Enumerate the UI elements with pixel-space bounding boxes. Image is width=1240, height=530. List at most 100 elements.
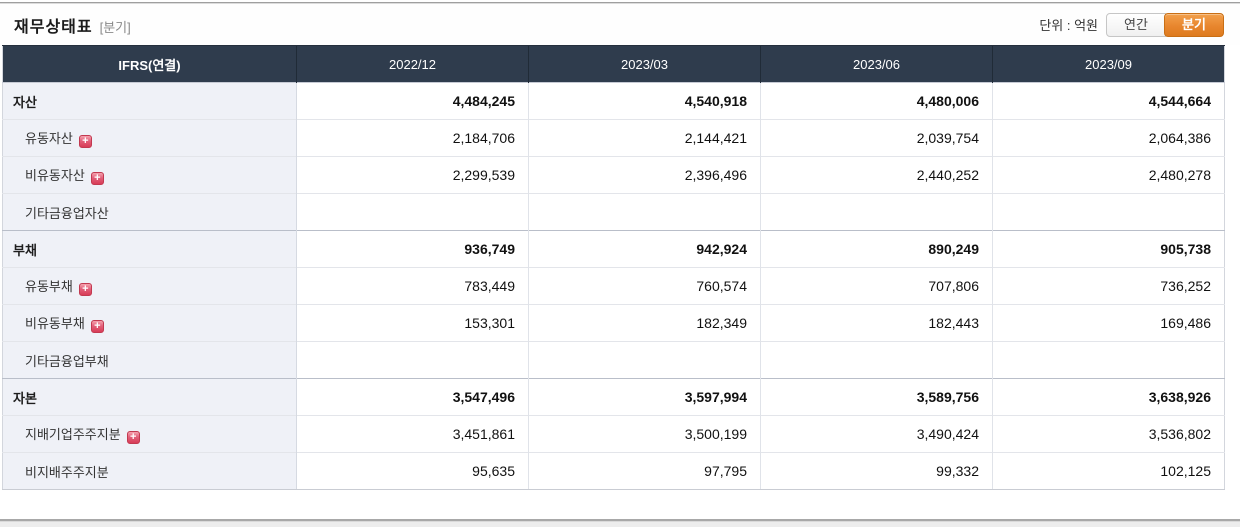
expand-plus-icon[interactable]: + <box>78 135 92 148</box>
financial-statement-table: IFRS(연결) 2022/12 2023/03 2023/06 2023/09 자산 4… <box>2 45 1225 490</box>
period-toggle-group: 연간 분기 <box>1106 12 1224 37</box>
value-cell: 182,443 <box>760 304 993 342</box>
column-header-period: 2023/09 <box>992 45 1225 83</box>
value-cell: 2,184,706 <box>296 119 529 157</box>
column-header-period: 2022/12 <box>296 45 529 83</box>
row-label: 유동자산 <box>25 131 73 146</box>
row-label-cell: 자본 <box>2 378 297 416</box>
row-label-cell: 자산 <box>2 82 297 120</box>
value-cell: 736,252 <box>992 267 1225 305</box>
bottom-strip <box>0 521 1240 527</box>
page-subtitle: [분기] <box>99 19 131 35</box>
row-label: 기타금융업부채 <box>25 353 109 369</box>
table-row: 유동자산 +2,184,706 2,144,421 2,039,754 2,064,38… <box>2 119 1225 157</box>
row-label-cell: 유동부채 + <box>2 267 297 305</box>
value-cell: 3,536,802 <box>992 415 1225 453</box>
value-cell <box>528 193 761 231</box>
row-label: 자산 <box>13 94 37 110</box>
value-cell: 3,638,926 <box>992 378 1225 416</box>
value-cell <box>528 341 761 379</box>
row-label-cell: 비유동부채 + <box>2 304 297 342</box>
table-row: 유동부채 +783,449 760,574 707,806 736,252 <box>2 267 1225 305</box>
value-cell: 3,589,756 <box>760 378 993 416</box>
table-row: 기타금융업부채 <box>2 341 1225 379</box>
table-row: 자산 4,484,245 4,540,918 4,480,006 4,544,664 <box>2 82 1225 120</box>
value-cell: 3,490,424 <box>760 415 993 453</box>
row-label: 지배기업주주지분 <box>25 427 121 442</box>
value-cell <box>296 341 529 379</box>
value-cell: 102,125 <box>992 452 1225 490</box>
annual-toggle-button[interactable]: 연간 <box>1106 12 1166 37</box>
value-cell: 4,544,664 <box>992 82 1225 120</box>
column-header-ifrs: IFRS(연결) <box>2 45 297 83</box>
row-label-cell: 비유동자산 + <box>2 156 297 194</box>
value-cell: 2,299,539 <box>296 156 529 194</box>
column-header-period: 2023/03 <box>528 45 761 83</box>
value-cell: 97,795 <box>528 452 761 490</box>
value-cell: 169,486 <box>992 304 1225 342</box>
value-cell: 4,540,918 <box>528 82 761 120</box>
value-cell <box>296 193 529 231</box>
table-row: 비유동자산 +2,299,539 2,396,496 2,440,252 2,480,2… <box>2 156 1225 194</box>
row-label-cell: 부채 <box>2 230 297 268</box>
row-label: 기타금융업자산 <box>25 205 109 221</box>
expand-plus-icon[interactable]: + <box>126 431 140 444</box>
value-cell: 707,806 <box>760 267 993 305</box>
value-cell <box>992 341 1225 379</box>
row-label: 비유동부채 <box>25 316 85 331</box>
value-cell: 3,451,861 <box>296 415 529 453</box>
row-label-cell: 기타금융업자산 <box>2 193 297 231</box>
table-row: 비지배주주지분 95,635 97,795 99,332 102,125 <box>2 452 1225 490</box>
expand-plus-icon[interactable]: + <box>90 172 104 185</box>
value-cell: 2,144,421 <box>528 119 761 157</box>
value-cell <box>760 341 993 379</box>
expand-plus-icon[interactable]: + <box>78 283 92 296</box>
value-cell: 760,574 <box>528 267 761 305</box>
table-row: 기타금융업자산 <box>2 193 1225 231</box>
value-cell: 905,738 <box>992 230 1225 268</box>
column-header-period: 2023/06 <box>760 45 993 83</box>
row-label: 비유동자산 <box>25 168 85 183</box>
value-cell: 153,301 <box>296 304 529 342</box>
table-row: 지배기업주주지분 +3,451,861 3,500,199 3,490,424 3,53… <box>2 415 1225 453</box>
value-cell: 4,480,006 <box>760 82 993 120</box>
quarter-toggle-button[interactable]: 분기 <box>1164 12 1224 37</box>
row-label-cell: 비지배주주지분 <box>2 452 297 490</box>
value-cell: 99,332 <box>760 452 993 490</box>
value-cell: 2,396,496 <box>528 156 761 194</box>
bottom-area <box>0 519 1240 527</box>
value-cell: 2,480,278 <box>992 156 1225 194</box>
table-header-row: IFRS(연결) 2022/12 2023/03 2023/06 2023/09 <box>2 45 1225 83</box>
value-cell: 890,249 <box>760 230 993 268</box>
top-border-line <box>0 2 1240 4</box>
table-row: 비유동부채 +153,301 182,349 182,443 169,486 <box>2 304 1225 342</box>
value-cell: 95,635 <box>296 452 529 490</box>
row-label-cell: 유동자산 + <box>2 119 297 157</box>
expand-plus-icon[interactable]: + <box>90 320 104 333</box>
table-row: 자본 3,547,496 3,597,994 3,589,756 3,638,926 <box>2 378 1225 416</box>
table-row: 부채 936,749 942,924 890,249 905,738 <box>2 230 1225 268</box>
value-cell: 182,349 <box>528 304 761 342</box>
row-label-cell: 기타금융업부채 <box>2 341 297 379</box>
value-cell: 4,484,245 <box>296 82 529 120</box>
value-cell: 2,440,252 <box>760 156 993 194</box>
title-bar: 재무상태표 [분기] 단위 : 억원 연간 분기 <box>0 4 1240 45</box>
unit-label: 단위 : 억원 <box>1039 18 1098 33</box>
value-cell: 936,749 <box>296 230 529 268</box>
row-label-cell: 지배기업주주지분 + <box>2 415 297 453</box>
value-cell: 3,500,199 <box>528 415 761 453</box>
value-cell <box>760 193 993 231</box>
value-cell: 3,547,496 <box>296 378 529 416</box>
value-cell: 942,924 <box>528 230 761 268</box>
value-cell <box>992 193 1225 231</box>
value-cell: 783,449 <box>296 267 529 305</box>
row-label: 비지배주주지분 <box>25 464 109 480</box>
row-label: 부채 <box>13 242 37 258</box>
row-label: 유동부채 <box>25 279 73 294</box>
page-title: 재무상태표 <box>14 18 93 36</box>
value-cell: 3,597,994 <box>528 378 761 416</box>
row-label: 자본 <box>13 390 37 406</box>
value-cell: 2,064,386 <box>992 119 1225 157</box>
value-cell: 2,039,754 <box>760 119 993 157</box>
bottom-divider-line <box>0 519 1240 521</box>
